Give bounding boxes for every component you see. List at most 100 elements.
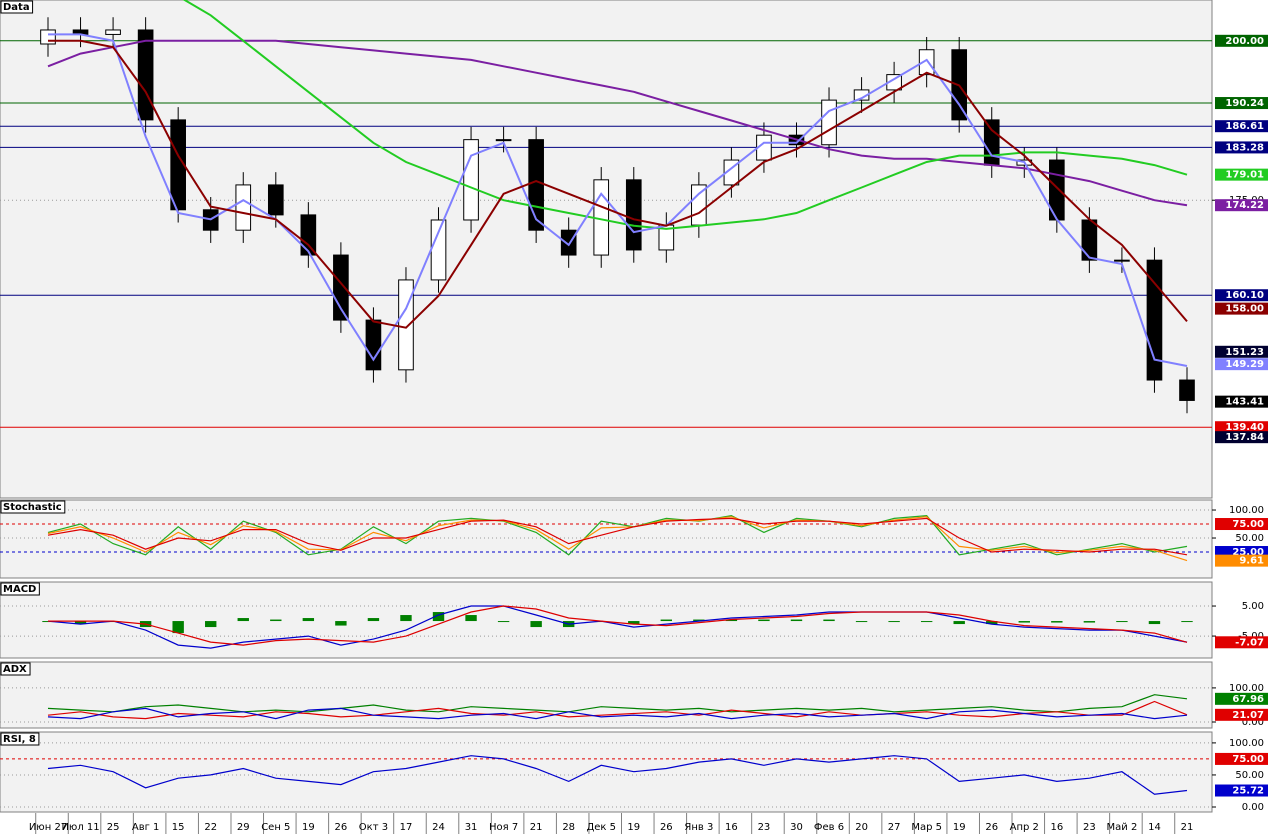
x-tick-label: Янв 3 — [684, 822, 713, 833]
histogram-bar — [205, 621, 217, 628]
panel-title: RSI, 8 — [3, 734, 36, 745]
indicator-line — [47, 39, 1188, 207]
indicator-line — [182, 0, 1188, 230]
x-tick-label: 16 — [725, 822, 738, 833]
y-tick-label: 50.00 — [1235, 770, 1264, 781]
price-badge-label: 179.01 — [1225, 170, 1264, 181]
price-badge — [1215, 97, 1268, 110]
x-tick-label: 19 — [627, 822, 640, 833]
candle-body — [918, 49, 935, 76]
candle-body — [1179, 379, 1195, 401]
candle-body — [137, 29, 154, 121]
price-badge-label: 151.23 — [1225, 347, 1264, 358]
histogram-bar — [693, 619, 705, 622]
price-badge-label: 174.22 — [1225, 200, 1264, 211]
panel-title-box — [0, 582, 40, 596]
price-badge — [1215, 421, 1268, 434]
x-tick-label: 21 — [530, 822, 543, 833]
histogram-bar — [1083, 621, 1096, 623]
price-badge — [1215, 120, 1268, 133]
price-badge — [1215, 289, 1268, 302]
x-tick-label: 23 — [1083, 822, 1096, 833]
y-tick-label: 0.00 — [1242, 717, 1264, 728]
candle-body — [430, 219, 447, 281]
price-badge-label: 190.24 — [1225, 98, 1264, 109]
price-badge — [1215, 518, 1268, 531]
price-badge — [1215, 636, 1268, 649]
candle-body — [170, 119, 186, 211]
x-tick-label: 28 — [562, 822, 575, 833]
price-badge — [1215, 358, 1268, 371]
panel-title-box — [0, 500, 66, 514]
x-tick-label: 19 — [953, 822, 966, 833]
x-tick-label: Июн 27 — [29, 822, 67, 833]
x-tick-label: 23 — [758, 822, 771, 833]
price-badge-label: 9.61 — [1239, 556, 1264, 567]
x-tick-label: Дек 5 — [586, 822, 616, 833]
panel-title-box — [0, 732, 40, 746]
x-tick-label: Окт 3 — [359, 822, 388, 833]
price-badge-label: 143.41 — [1225, 397, 1264, 408]
histogram-bar — [335, 621, 347, 626]
price-badge-label: 200.00 — [1225, 36, 1264, 47]
histogram-bar — [1148, 621, 1161, 625]
x-tick-label: 15 — [172, 822, 185, 833]
indicator-line — [47, 707, 1188, 720]
price-badge-label: -7.07 — [1235, 637, 1264, 648]
x-axis-area — [0, 813, 1268, 834]
panel-title-box — [0, 0, 34, 14]
candle-body — [821, 99, 837, 146]
y-tick-label: 0.00 — [1242, 802, 1264, 813]
histogram-bar — [888, 621, 900, 623]
x-tick-label: 14 — [1148, 822, 1161, 833]
x-tick-label: 22 — [204, 822, 217, 833]
x-tick-label: Сен 5 — [261, 822, 290, 833]
axis-area — [1213, 732, 1268, 812]
panel — [0, 581, 1213, 659]
x-tick-label: 27 — [888, 822, 901, 833]
price-badge-label: 149.29 — [1225, 359, 1264, 370]
price-badge — [1215, 34, 1268, 47]
price-badge-label: 21.07 — [1232, 710, 1264, 721]
price-badge — [1215, 752, 1268, 765]
indicator-line — [48, 605, 1188, 646]
histogram-bar — [172, 621, 184, 634]
histogram-bar — [432, 612, 445, 622]
price-badge-label: 160.10 — [1225, 290, 1264, 301]
price-badge — [1215, 345, 1268, 358]
x-tick-label: 20 — [855, 822, 868, 833]
x-tick-label: Фев 6 — [814, 822, 844, 833]
candle-body — [398, 279, 414, 371]
histogram-bar — [74, 621, 87, 625]
candle-body — [267, 184, 284, 216]
panel — [0, 731, 1213, 813]
histogram-bar — [855, 621, 868, 623]
candle-body — [625, 179, 642, 251]
price-badge-label: 75.00 — [1232, 754, 1264, 765]
price-badge-label: 183.28 — [1225, 142, 1264, 153]
candle-body — [560, 229, 577, 256]
x-tick-label: 16 — [1050, 822, 1063, 833]
histogram-bar — [953, 621, 965, 625]
axis-area — [1213, 0, 1268, 498]
histogram-bar — [1181, 621, 1193, 623]
candle-body — [983, 119, 1000, 166]
indicator-line — [47, 755, 1188, 795]
panel-title: MACD — [3, 584, 36, 595]
candle-body — [495, 139, 512, 142]
candle-body — [1081, 219, 1098, 261]
x-tick-label: Авг 1 — [132, 822, 160, 833]
price-badge-label: 67.96 — [1232, 694, 1264, 705]
histogram-bar — [986, 621, 998, 625]
candle-body — [1114, 259, 1130, 262]
price-badge-label: 25.00 — [1232, 547, 1264, 558]
histogram-bar — [823, 619, 835, 622]
x-tick-label: 29 — [237, 822, 250, 833]
histogram-bar — [1051, 621, 1063, 623]
y-tick-label: 100.00 — [1229, 505, 1264, 516]
histogram-bar — [920, 621, 933, 623]
histogram-bar — [367, 618, 380, 622]
price-badge-label: 25.72 — [1232, 786, 1264, 797]
candle-body — [528, 139, 544, 231]
